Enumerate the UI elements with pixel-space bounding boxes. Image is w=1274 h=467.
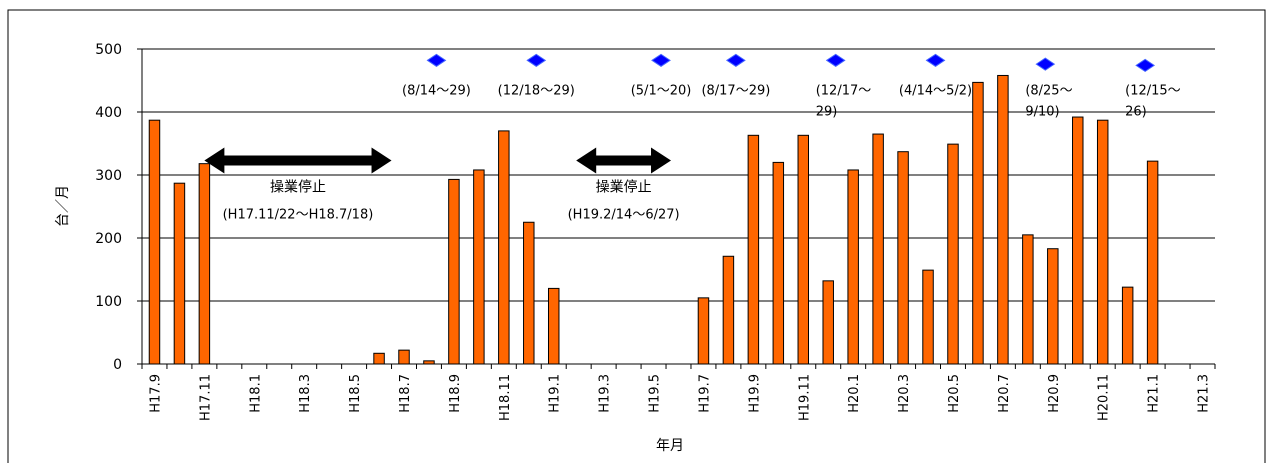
period-marker (825, 53, 846, 67)
x-tick-label: H18.11 (498, 374, 513, 421)
bar-H20.4 (922, 269, 934, 365)
period-marker (925, 53, 946, 67)
shutdown-label: 操業停止 (596, 179, 652, 196)
x-tick-label: H18.9 (448, 374, 463, 413)
axes: 0 100 200 300 400 500 H17.9 H17.11 H18.1 H18.3 H18… (95, 42, 1216, 421)
y-tick-label: 0 (113, 357, 122, 373)
x-tick-label: H18.5 (348, 374, 363, 413)
period-annotation: (12/18～29) (498, 83, 575, 98)
period-annotation: (12/17～ (816, 83, 872, 98)
period-annotation: (12/15～ (1125, 83, 1181, 98)
shutdown-arrow (204, 147, 392, 174)
bar-H19.7 (697, 297, 710, 365)
period-marker (1035, 57, 1056, 71)
period-annotation: (4/14～5/2) (899, 83, 972, 98)
period-marker (1135, 58, 1156, 72)
x-tick-label: H19.7 (697, 374, 712, 413)
x-tick-label: H18.1 (248, 374, 263, 413)
x-tick-label: H20.1 (847, 374, 862, 413)
bar-H18.11 (498, 130, 510, 365)
y-tick-label: 400 (95, 105, 122, 121)
x-axis-title: 年月 (656, 438, 684, 454)
bar-H20.12 (1121, 286, 1134, 365)
bar-H18.12 (523, 221, 535, 365)
x-tick-label: H21.3 (1197, 374, 1212, 413)
bar-H20.2 (872, 133, 884, 365)
bar-H20.9 (1047, 248, 1059, 365)
bar-H19.1 (547, 287, 560, 365)
bar-H19.9 (747, 134, 760, 365)
period-annotation: (8/17～29) (701, 83, 770, 98)
bar-H20.5 (947, 143, 959, 365)
bar-H19.8 (722, 255, 735, 365)
shutdown-label: 操業停止 (270, 179, 326, 196)
bar-H20.3 (897, 151, 909, 365)
period-marker (725, 53, 746, 67)
bar-H18.9 (448, 178, 460, 365)
grid-lines (142, 48, 1215, 302)
bar-H21.1 (1146, 160, 1159, 365)
bar-H20.11 (1096, 119, 1109, 365)
bar-H17.10 (173, 182, 186, 365)
bar-H20.1 (847, 169, 859, 365)
shutdown-arrow (576, 147, 672, 174)
period-marker (426, 53, 447, 67)
y-tick-label: 100 (95, 294, 122, 310)
bar-H19.11 (797, 134, 810, 365)
period-marker (651, 53, 671, 67)
x-tick-label: H20.11 (1097, 374, 1112, 421)
bar-H18.10 (473, 169, 485, 365)
period-annotation: 26) (1125, 104, 1147, 119)
period-annotation: (8/14～29) (402, 83, 471, 98)
x-tick-label: H20.9 (1047, 374, 1062, 413)
bar-H19.10 (772, 161, 785, 365)
x-tick-label: H20.3 (897, 374, 912, 413)
x-tick-label: H19.11 (797, 374, 812, 421)
x-tick-label: H20.7 (997, 374, 1012, 413)
x-tick-label: H19.1 (548, 374, 563, 413)
shutdown-period: (H19.2/14～6/27) (568, 208, 680, 223)
y-tick-label: 500 (95, 42, 122, 58)
bar-H17.11 (198, 163, 211, 365)
period-annotation: 9/10) (1025, 104, 1059, 119)
x-tick-label: H19.5 (648, 374, 663, 413)
shutdown-period: (H17.11/22～H18.7/18) (223, 208, 374, 223)
period-marker (526, 53, 547, 67)
y-tick-label: 300 (95, 168, 122, 184)
bar-H19.12 (822, 280, 834, 365)
x-tick-label: H17.9 (148, 374, 163, 413)
bar-H20.8 (1022, 234, 1034, 365)
x-tick-label: H20.5 (947, 374, 962, 413)
x-tick-label: H18.7 (398, 374, 413, 413)
period-annotation: (8/25～ (1025, 83, 1072, 98)
x-tick-label: H18.3 (298, 374, 313, 413)
bar-H18.7 (398, 349, 410, 365)
x-tick-label: H19.9 (747, 374, 762, 413)
x-tick-label: H17.11 (198, 374, 213, 421)
annotations: (8/14～29) (12/18～29) (5/1～20) (8/17～29) (12/… (204, 53, 1181, 223)
x-tick-label: H19.3 (598, 374, 613, 413)
y-tick-label: 200 (95, 231, 122, 247)
bar-H18.6 (373, 352, 385, 365)
bar-H20.7 (997, 74, 1009, 365)
bar-H20.6 (972, 81, 984, 365)
x-tick-label: H21.1 (1147, 374, 1162, 413)
period-annotation: 29) (816, 104, 838, 119)
bar-H17.9 (148, 119, 161, 365)
bar-H20.10 (1072, 116, 1084, 365)
y-axis-title: 台／月 (55, 185, 71, 227)
period-annotation: (5/1～20) (631, 83, 692, 98)
